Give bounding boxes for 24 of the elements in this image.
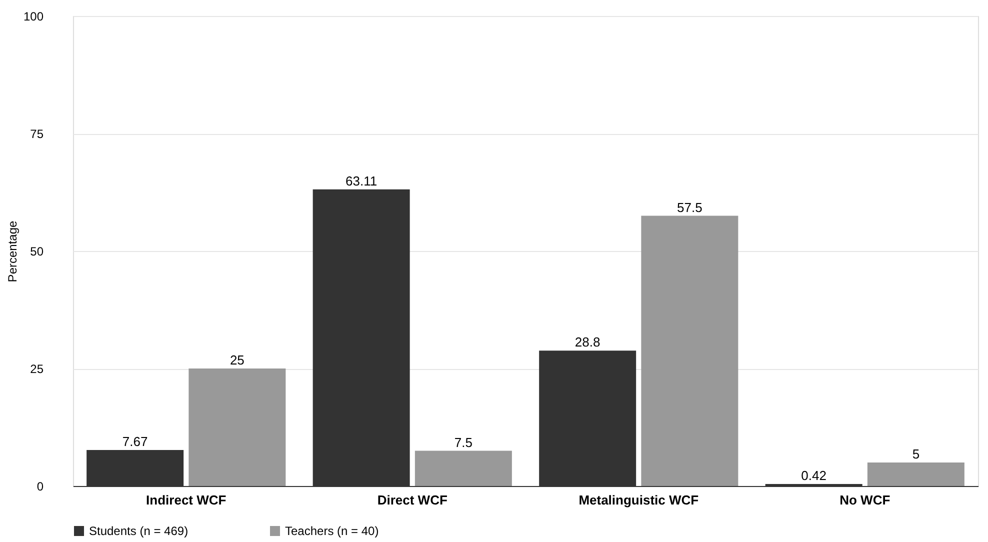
y-tick-label: 50: [30, 244, 44, 258]
data-label: 63.11: [346, 173, 378, 188]
x-tick-label: Metalinguistic WCF: [578, 492, 699, 508]
data-label: 7.67: [122, 434, 148, 449]
data-label: 28.8: [574, 334, 600, 350]
data-label: 57.5: [677, 200, 702, 215]
x-tick-label: Indirect WCF: [146, 492, 226, 508]
y-tick-label: 75: [30, 127, 44, 141]
bar: [867, 462, 964, 486]
y-tick-label: 0: [36, 480, 44, 494]
y-tick-label: 25: [30, 362, 44, 376]
legend-label: Students (n = 469): [89, 524, 188, 538]
bar: [414, 450, 512, 486]
bar: [188, 368, 286, 486]
legend-label: Teachers (n = 40): [285, 524, 379, 538]
data-label: 25: [230, 352, 244, 368]
x-tick-label: Direct WCF: [377, 492, 448, 508]
data-label: 7.5: [454, 434, 472, 450]
data-label: 0.42: [801, 468, 826, 484]
x-tick-label: No WCF: [840, 492, 890, 508]
y-tick-label: 100: [23, 10, 44, 24]
data-label: 5: [912, 446, 920, 462]
bar: [641, 216, 738, 486]
y-axis-title: Percentage: [5, 220, 20, 282]
